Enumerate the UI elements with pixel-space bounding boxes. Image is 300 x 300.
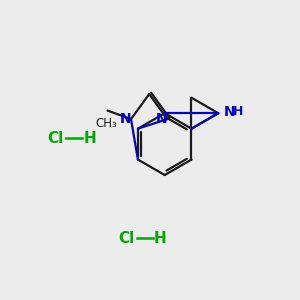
Text: N: N (224, 105, 235, 119)
Text: N: N (120, 112, 131, 126)
Text: N: N (156, 112, 168, 126)
Text: H: H (154, 231, 167, 246)
Text: H: H (83, 131, 96, 146)
Text: CH₃: CH₃ (95, 117, 117, 130)
Text: Cl: Cl (118, 231, 135, 246)
Text: Cl: Cl (48, 131, 64, 146)
Text: H: H (232, 105, 243, 118)
